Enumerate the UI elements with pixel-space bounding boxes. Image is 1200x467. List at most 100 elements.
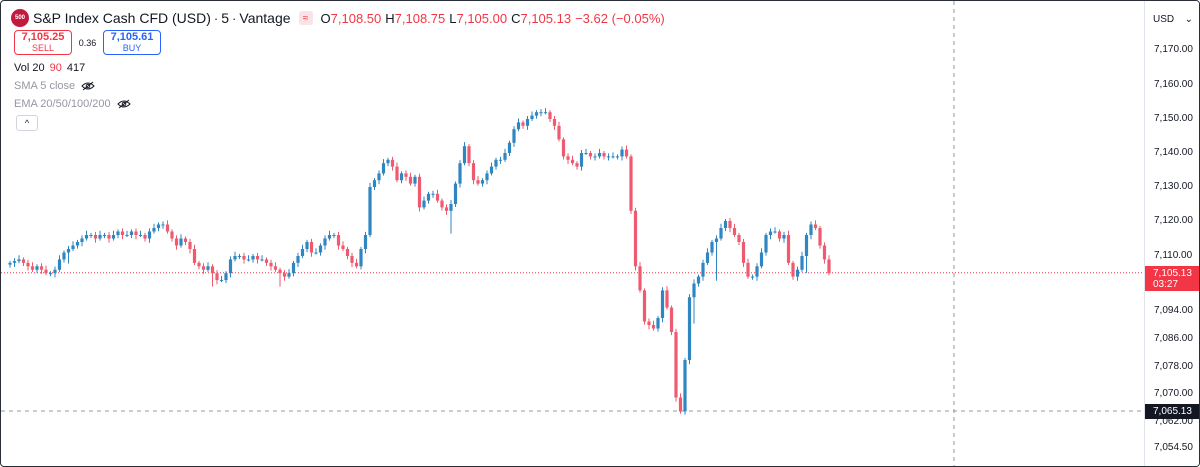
candle[interactable] [12, 258, 17, 267]
candle[interactable] [584, 148, 588, 156]
candle[interactable] [507, 140, 512, 157]
candle[interactable] [318, 243, 323, 256]
candle[interactable] [381, 159, 386, 176]
candle[interactable] [350, 252, 354, 267]
candle[interactable] [309, 238, 314, 257]
candle[interactable] [692, 279, 696, 324]
ema-indicator[interactable]: EMA 20/50/100/200 [14, 96, 131, 112]
candle[interactable] [809, 221, 813, 240]
candle[interactable] [525, 115, 530, 130]
candle[interactable] [291, 260, 296, 277]
candle[interactable] [300, 244, 305, 259]
candle[interactable] [264, 257, 269, 266]
candle[interactable] [759, 248, 764, 269]
candle[interactable] [588, 150, 593, 160]
candle[interactable] [822, 242, 827, 264]
candle[interactable] [579, 149, 584, 171]
candle[interactable] [287, 269, 291, 279]
candle[interactable] [26, 259, 30, 271]
candle[interactable] [404, 170, 408, 181]
candle[interactable] [453, 181, 458, 208]
buy-button[interactable]: 7,105.61 BUY [103, 30, 161, 55]
candle[interactable] [813, 220, 818, 231]
candle[interactable] [39, 263, 44, 274]
candle[interactable] [512, 126, 516, 147]
candle[interactable] [237, 253, 242, 260]
candle[interactable] [471, 160, 476, 185]
eye-off-icon[interactable] [81, 81, 95, 91]
candle[interactable] [701, 259, 705, 281]
candle[interactable] [354, 258, 359, 269]
candle[interactable] [764, 232, 768, 256]
candle[interactable] [462, 142, 467, 166]
candle[interactable] [21, 257, 26, 266]
candle[interactable] [102, 232, 107, 239]
candle[interactable] [818, 225, 822, 249]
candle[interactable] [782, 231, 786, 243]
sell-button[interactable]: 7,105.25 SELL [14, 30, 72, 55]
candle[interactable] [714, 235, 719, 281]
candle[interactable] [165, 220, 170, 234]
candle[interactable] [233, 251, 237, 262]
candle[interactable] [669, 305, 674, 336]
price-axis[interactable] [1144, 1, 1199, 466]
candle[interactable] [476, 176, 480, 186]
candle[interactable] [561, 137, 566, 160]
candle[interactable] [372, 178, 377, 191]
candle[interactable] [539, 109, 543, 117]
candle[interactable] [386, 157, 390, 167]
candle[interactable] [260, 255, 264, 262]
volume-indicator[interactable]: Vol 20 90 417 [14, 60, 85, 76]
candle[interactable] [440, 198, 444, 211]
candle[interactable] [206, 262, 210, 272]
candle[interactable] [732, 223, 737, 238]
candle[interactable] [224, 271, 228, 284]
candle[interactable] [804, 232, 809, 273]
candle[interactable] [138, 230, 143, 238]
candle[interactable] [422, 196, 426, 210]
candle[interactable] [120, 228, 125, 240]
candle[interactable] [638, 262, 642, 293]
candle[interactable] [62, 250, 66, 263]
candle[interactable] [228, 256, 233, 278]
candle[interactable] [390, 156, 395, 171]
candle[interactable] [530, 111, 534, 122]
candle[interactable] [395, 162, 399, 183]
candle[interactable] [827, 255, 831, 276]
candle[interactable] [183, 236, 188, 246]
candle[interactable] [75, 239, 80, 249]
candle[interactable] [98, 230, 102, 241]
candle[interactable] [498, 156, 503, 164]
candle[interactable] [192, 244, 197, 265]
candle[interactable] [674, 328, 678, 402]
candle[interactable] [377, 170, 381, 185]
candle[interactable] [426, 191, 431, 204]
candle[interactable] [273, 262, 278, 272]
candle[interactable] [53, 266, 57, 278]
candle[interactable] [219, 275, 224, 283]
candle[interactable] [696, 274, 701, 287]
candle[interactable] [116, 229, 120, 239]
candle[interactable] [597, 148, 602, 159]
candle[interactable] [480, 178, 485, 187]
candle[interactable] [341, 241, 345, 252]
candle[interactable] [728, 217, 732, 233]
candle[interactable] [575, 161, 579, 170]
candle[interactable] [467, 144, 471, 167]
candle[interactable] [359, 246, 363, 270]
candle[interactable] [134, 228, 138, 240]
candle[interactable] [620, 146, 624, 161]
candle[interactable] [125, 230, 129, 238]
candle[interactable] [786, 230, 791, 265]
candle[interactable] [773, 227, 777, 234]
candle[interactable] [791, 260, 795, 280]
candle[interactable] [278, 267, 282, 287]
candle[interactable] [516, 118, 521, 132]
candle[interactable] [665, 286, 669, 310]
candle[interactable] [656, 315, 660, 332]
candle[interactable] [624, 145, 629, 159]
candle[interactable] [174, 235, 179, 250]
candle[interactable] [80, 235, 84, 247]
candle[interactable] [683, 357, 687, 415]
